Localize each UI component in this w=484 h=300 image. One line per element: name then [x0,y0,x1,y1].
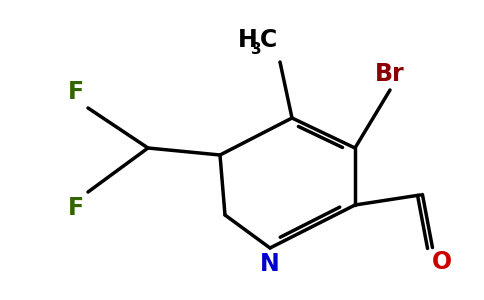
Text: C: C [260,28,277,52]
Text: O: O [432,250,452,274]
Text: F: F [68,80,84,104]
Text: 3: 3 [251,42,262,57]
Text: Br: Br [375,62,405,86]
Text: H: H [238,28,258,52]
Text: F: F [68,196,84,220]
Text: N: N [260,252,280,276]
